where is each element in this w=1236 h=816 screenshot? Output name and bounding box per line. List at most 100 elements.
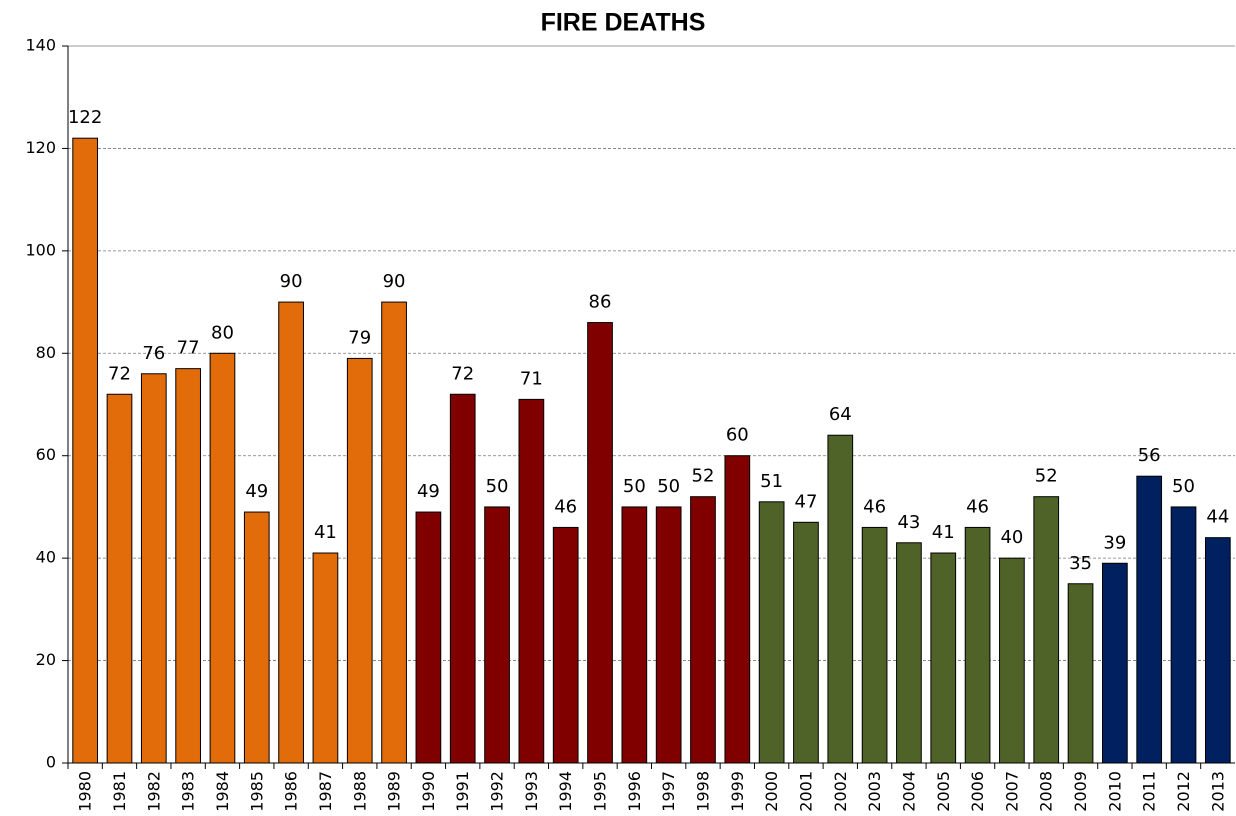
x-tick-label: 2003 [865,771,884,812]
data-label: 72 [108,363,131,384]
x-tick-label: 2012 [1174,771,1193,812]
data-label: 86 [589,292,612,313]
x-tick-label: 1997 [659,771,678,812]
data-label: 50 [1172,476,1195,497]
bar [1067,583,1094,764]
y-tick-label: 0 [46,753,56,772]
data-label: 71 [520,368,543,389]
bar [999,557,1025,764]
bar [415,511,442,764]
bar [175,368,201,764]
data-label: 46 [966,496,989,517]
bar [758,501,785,764]
data-label: 52 [1035,466,1058,487]
data-label: 44 [1206,507,1229,528]
x-tick-label: 1994 [556,771,575,812]
bar [209,352,236,764]
x-tick-label: 1984 [213,771,232,812]
bar [827,434,854,764]
data-label: 50 [486,476,509,497]
bar [449,393,476,764]
data-label: 122 [68,107,102,128]
y-tick-label: 140 [25,36,56,55]
bar [930,552,957,764]
data-label: 46 [863,496,886,517]
bar [381,301,407,764]
y-tick-label: 60 [36,445,56,464]
bar [484,506,510,764]
bar [587,322,613,764]
data-label: 56 [1138,445,1161,466]
y-tick-label: 80 [36,343,56,362]
x-tick-label: 1999 [728,771,747,812]
bar [861,526,888,764]
data-label: 52 [692,466,715,487]
bar [552,526,579,764]
x-tick-label: 1998 [693,771,712,812]
data-label: 64 [829,404,852,425]
bar [72,137,99,764]
y-tick-label: 100 [25,240,56,259]
y-tick-label: 120 [25,138,56,157]
bar [655,506,682,764]
bar [518,398,545,764]
data-label: 90 [383,271,406,292]
bar [312,552,339,764]
chart-title: FIRE DEATHS [541,9,706,37]
x-tick-label: 2001 [796,771,815,812]
data-label: 80 [211,322,234,343]
y-tick-label: 40 [36,548,56,567]
x-tick-label: 2002 [831,771,850,812]
data-label: 50 [623,476,646,497]
x-tick-label: 1985 [247,771,266,812]
x-tick-label: 1989 [385,771,404,812]
data-label: 43 [897,512,920,533]
bar [346,357,373,764]
x-tick-label: 1982 [144,771,163,812]
data-label: 47 [795,491,818,512]
x-tick-label: 2011 [1140,771,1159,812]
x-tick-label: 1988 [350,771,369,812]
data-label: 50 [657,476,680,497]
x-tick-label: 2013 [1208,771,1227,812]
x-tick-label: 1991 [453,771,472,812]
bar [1033,496,1060,764]
data-label: 90 [280,271,303,292]
bar [793,521,819,764]
data-label: 76 [142,343,165,364]
x-tick-label: 1993 [522,771,541,812]
data-label: 49 [245,481,268,502]
x-tick-label: 1992 [488,771,507,812]
bar [1170,506,1197,764]
data-label: 35 [1069,553,1092,574]
x-tick-label: 2004 [899,771,918,812]
x-tick-label: 1980 [76,771,95,812]
x-tick-label: 1987 [316,771,335,812]
bar [690,496,716,764]
x-tick-label: 1986 [282,771,301,812]
bar [964,526,991,764]
bar [1102,562,1128,764]
bar [1204,537,1231,764]
data-label: 77 [177,338,200,359]
data-label: 72 [451,363,474,384]
bar [140,373,167,764]
x-tick-label: 1995 [591,771,610,812]
x-tick-label: 2007 [1002,771,1021,812]
x-tick-label: 1990 [419,771,438,812]
data-label: 60 [726,425,749,446]
bar [278,301,304,764]
bar [106,393,133,764]
bar [621,506,648,764]
x-tick-label: 1981 [110,771,129,812]
bar [1136,475,1163,764]
x-tick-label: 1996 [625,771,644,812]
data-label: 46 [554,496,577,517]
data-label: 79 [348,327,371,348]
x-tick-label: 2000 [762,771,781,812]
data-label: 39 [1103,532,1126,553]
bar [896,542,922,764]
x-tick-label: 2010 [1105,771,1124,812]
x-tick-label: 1983 [179,771,198,812]
